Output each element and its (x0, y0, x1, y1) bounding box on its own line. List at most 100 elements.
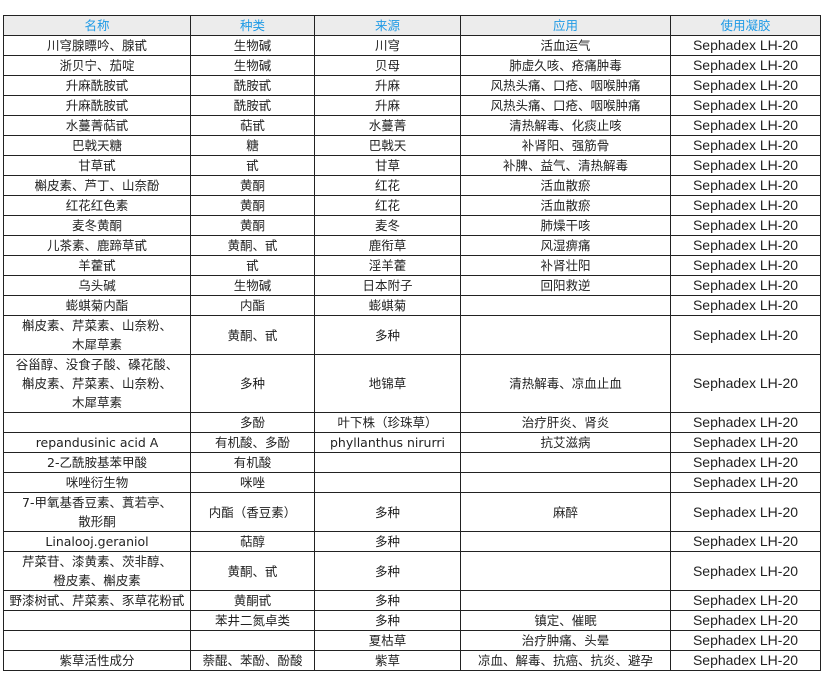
cell-use: 肺虚久咳、疮痛肿毒 (460, 55, 671, 76)
cell-type: 生物碱 (190, 55, 315, 76)
cell-name: 芹菜苷、漆黄素、茨非醇、 橙皮素、槲皮素 (3, 551, 191, 591)
cell-use: 镇定、催眠 (460, 610, 671, 631)
cell-use (460, 590, 671, 611)
cell-source: 紫草 (314, 650, 461, 671)
cell-use: 清热解毒、凉血止血 (460, 354, 671, 413)
cell-name: 7-甲氧基香豆素、蒖若亭、 散形酮 (3, 492, 191, 532)
cell-use (460, 551, 671, 591)
table-row: 水蔓菁萜甙 萜甙 水蔓菁 清热解毒、化痰止咳 Sephadex LH-20 (3, 115, 821, 136)
cell-gel: Sephadex LH-20 (670, 95, 821, 116)
cell-use: 抗艾滋病 (460, 432, 671, 453)
table-row: 野漆树甙、芹菜素、豕草花粉甙 黄酮甙 多种 Sephadex LH-20 (3, 590, 821, 611)
header-row: 名称 种类 来源 应用 使用凝胶 (3, 15, 821, 36)
cell-name: 浙贝宁、茄啶 (3, 55, 191, 76)
cell-type: 有机酸 (190, 452, 315, 473)
table-row: 2-乙酰胺基苯甲酸 有机酸 Sephadex LH-20 (3, 452, 821, 473)
cell-gel: Sephadex LH-20 (670, 215, 821, 236)
cell-gel: Sephadex LH-20 (670, 275, 821, 296)
cell-use: 凉血、解毒、抗癌、抗炎、避孕 (460, 650, 671, 671)
table-row: 巴戟天糖糖巴戟天 补肾阳、强筋骨 Sephadex LH-20 (3, 135, 821, 156)
cell-gel: Sephadex LH-20 (670, 315, 821, 355)
cell-name: 紫草活性成分 (3, 650, 191, 671)
cell-gel: Sephadex LH-20 (670, 295, 821, 316)
cell-use: 活血散瘀 (460, 195, 671, 216)
cell-name (3, 630, 191, 651)
cell-source: 麦冬 (314, 215, 461, 236)
table-row: 苯井二氮卓类 多种 镇定、催眠 Sephadex LH-20 (3, 610, 821, 631)
cell-type: 黄酮、甙 (190, 551, 315, 591)
cell-gel: Sephadex LH-20 (670, 235, 821, 256)
cell-source: 巴戟天 (314, 135, 461, 156)
cell-name: 羊藿甙 (3, 255, 191, 276)
cell-gel: Sephadex LH-20 (670, 115, 821, 136)
cell-name: 川穹腺瞟吟、腺甙 (3, 35, 191, 56)
cell-gel: Sephadex LH-20 (670, 472, 821, 493)
cell-type: 黄酮 (190, 195, 315, 216)
cell-source: 川穹 (314, 35, 461, 56)
cell-gel: Sephadex LH-20 (670, 492, 821, 532)
cell-name: 槲皮素、芦丁、山奈酚 (3, 175, 191, 196)
cell-gel: Sephadex LH-20 (670, 531, 821, 552)
cell-name: repandusinic acid A (3, 432, 191, 453)
cell-source: 多种 (314, 590, 461, 611)
cell-source: 叶下株（珍珠草） (314, 412, 461, 433)
cell-gel: Sephadex LH-20 (670, 610, 821, 631)
cell-source (314, 472, 461, 493)
cell-gel: Sephadex LH-20 (670, 35, 821, 56)
cell-name: Linalooj.geraniol (3, 531, 191, 552)
cell-type (190, 630, 315, 651)
header-type: 种类 (190, 15, 315, 36)
table-row: 甘草甙甙甘草 补脾、益气、清热解毒 Sephadex LH-20 (3, 155, 821, 176)
cell-use (460, 472, 671, 493)
cell-name: 野漆树甙、芹菜素、豕草花粉甙 (3, 590, 191, 611)
table-row: 槲皮素、芹菜素、山奈粉、 木犀草素 黄酮、甙 多种 Sephadex LH-20 (3, 315, 821, 355)
table-row: repandusinic acid A 有机酸、多酚 phyllanthus nir… (3, 432, 821, 453)
cell-gel: Sephadex LH-20 (670, 255, 821, 276)
table-row: 7-甲氧基香豆素、蒖若亭、 散形酮 内酯（香豆素） 多种 麻醉 Sephadex LH-… (3, 492, 821, 532)
cell-use: 回阳救逆 (460, 275, 671, 296)
cell-use: 麻醉 (460, 492, 671, 532)
cell-type: 糖 (190, 135, 315, 156)
cell-type: 咪唑 (190, 472, 315, 493)
table-row: 儿茶素、鹿蹄草甙 黄酮、甙 鹿衔草 风湿痹痛 Sephadex LH-20 (3, 235, 821, 256)
cell-use: 补肾壮阳 (460, 255, 671, 276)
cell-gel: Sephadex LH-20 (670, 75, 821, 96)
cell-name: 升麻酰胺甙 (3, 95, 191, 116)
cell-name: 巴戟天糖 (3, 135, 191, 156)
header-source: 来源 (314, 15, 461, 36)
cell-name: 2-乙酰胺基苯甲酸 (3, 452, 191, 473)
table-row: 蟛蜞菊内酯 内酯 蟛蜞菊 Sephadex LH-20 (3, 295, 821, 316)
cell-name: 槲皮素、芹菜素、山奈粉、 木犀草素 (3, 315, 191, 355)
cell-gel: Sephadex LH-20 (670, 551, 821, 591)
table-row: 升麻酰胺甙 酰胺甙 升麻 风热头痛、口疮、咽喉肿痛 Sephadex LH-20 (3, 75, 821, 96)
cell-source: 多种 (314, 492, 461, 532)
cell-type: 黄酮、甙 (190, 315, 315, 355)
cell-type: 苯井二氮卓类 (190, 610, 315, 631)
cell-type: 内酯（香豆素） (190, 492, 315, 532)
cell-use: 治疗肿痛、头晕 (460, 630, 671, 651)
cell-use (460, 295, 671, 316)
table-row: 槲皮素、芦丁、山奈酚 黄酮 红花 活血散瘀 Sephadex LH-20 (3, 175, 821, 196)
cell-gel: Sephadex LH-20 (670, 175, 821, 196)
cell-gel: Sephadex LH-20 (670, 432, 821, 453)
cell-type: 甙 (190, 155, 315, 176)
cell-name: 升麻酰胺甙 (3, 75, 191, 96)
cell-name: 乌头碱 (3, 275, 191, 296)
cell-source: 蟛蜞菊 (314, 295, 461, 316)
gel-usage-table: 名称 种类 来源 应用 使用凝胶 川穹腺瞟吟、腺甙 生物碱 川穹 活血运气 Sephad… (3, 15, 821, 671)
cell-type: 酰胺甙 (190, 95, 315, 116)
table-row: 升麻酰胺甙 酰胺甙 升麻 风热头痛、口疮、咽喉肿痛 Sephadex LH-20 (3, 95, 821, 116)
cell-type: 黄酮甙 (190, 590, 315, 611)
table-row: Linalooj.geraniol 萜醇 多种 Sephadex LH-20 (3, 531, 821, 552)
cell-name (3, 412, 191, 433)
cell-source: 红花 (314, 195, 461, 216)
cell-gel: Sephadex LH-20 (670, 650, 821, 671)
cell-gel: Sephadex LH-20 (670, 135, 821, 156)
cell-source: phyllanthus nirurri (314, 432, 461, 453)
cell-use: 风热头痛、口疮、咽喉肿痛 (460, 75, 671, 96)
cell-type: 酰胺甙 (190, 75, 315, 96)
table-row: 咪唑衍生物 咪唑 Sephadex LH-20 (3, 472, 821, 493)
cell-type: 黄酮 (190, 215, 315, 236)
cell-source: 红花 (314, 175, 461, 196)
cell-use (460, 531, 671, 552)
